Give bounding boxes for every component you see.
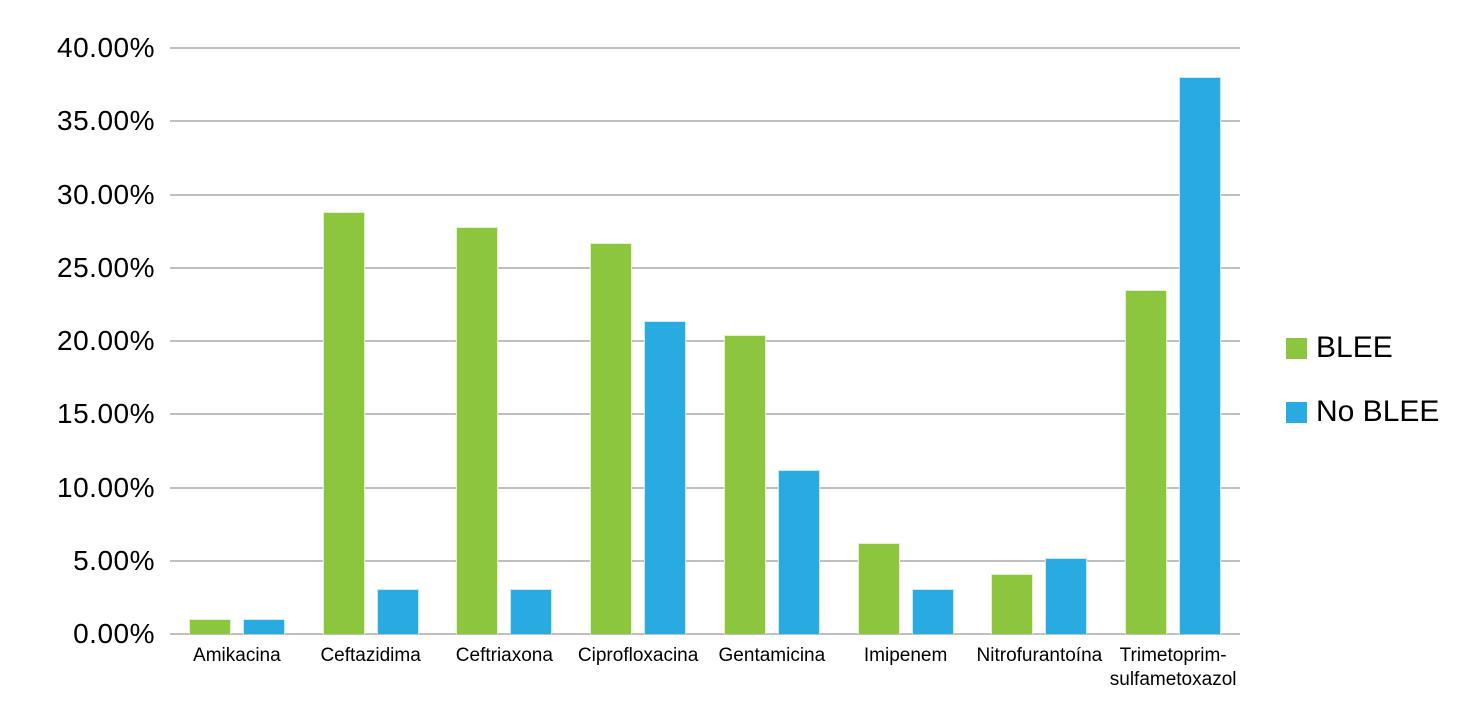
gridline [170, 486, 1240, 489]
legend-item-no-blee: No BLEE [1286, 394, 1439, 430]
gridline [170, 340, 1240, 342]
legend-swatch [1286, 337, 1307, 359]
bar-group-amikacina [170, 48, 304, 634]
legend-label: No BLEE [1316, 395, 1440, 428]
bar-blee-ceftriaxona [456, 226, 499, 634]
y-axis-tick-label: 15.00% [57, 398, 155, 430]
y-axis-tick-label: 35.00% [57, 105, 155, 137]
x-axis-category-label-imipenem: Imipenem [863, 645, 948, 666]
gridline [170, 413, 1240, 416]
plot-area [170, 47, 1240, 635]
bar-blee-ceftazidima [322, 212, 365, 634]
bar-group-ciprofloxacina [571, 48, 705, 634]
x-axis-category-label-ciprofloxacina: Ciprofloxacina [577, 645, 699, 666]
bar-group-imipenem [839, 48, 973, 634]
bar-no-blee-gentamicina [777, 469, 820, 634]
x-axis-category-label-nitrofuranto-na: Nitrofurantoína [976, 645, 1103, 666]
bar-no-blee-nitrofuranto-na [1045, 557, 1088, 634]
bar-group-trimetoprim-sulfametoxazol [1106, 48, 1240, 634]
bar-blee-ciprofloxacina [590, 242, 633, 634]
bar-blee-imipenem [857, 543, 900, 634]
x-axis-category-label-amikacina: Amikacina [193, 645, 281, 666]
gridline [170, 633, 1240, 635]
bar-blee-nitrofuranto-na [991, 573, 1034, 634]
y-axis: 0.00% 5.00% 10.00% 15.00% 20.00% 25.00% 30.00%… [0, 32, 155, 649]
bar-no-blee-ciprofloxacina [644, 320, 687, 634]
x-axis-category-label-gentamicina: Gentamicina [718, 645, 826, 666]
bar-group-nitrofuranto-na [973, 48, 1107, 634]
gridline [170, 193, 1240, 196]
y-axis-tick-label: 25.00% [57, 251, 155, 283]
bar-blee-gentamicina [723, 335, 766, 634]
bar-no-blee-trimetoprim-sulfametoxazol [1179, 77, 1222, 634]
bar-no-blee-ceftriaxona [510, 588, 553, 634]
y-axis-tick-label: 0.00% [73, 618, 155, 649]
bar-no-blee-amikacina [242, 619, 285, 634]
gridline [170, 47, 1240, 49]
bar-group-gentamicina [705, 48, 839, 634]
x-axis-category-label-ceftazidima: Ceftazidima [320, 645, 421, 666]
y-axis-tick-label: 10.00% [57, 471, 155, 503]
legend-label: BLEE [1316, 331, 1393, 364]
y-axis-tick-label: 30.00% [57, 178, 155, 210]
bar-group-ceftazidima [304, 48, 438, 634]
bar-no-blee-ceftazidima [376, 588, 419, 634]
y-axis-tick-label: 40.00% [57, 32, 155, 63]
y-axis-tick-label: 5.00% [73, 544, 155, 576]
bar-group-ceftriaxona [438, 48, 572, 634]
x-axis-category-label-ceftriaxona: Ceftriaxona [455, 645, 553, 666]
legend-swatch [1286, 401, 1307, 423]
bars-container [170, 48, 1240, 634]
gridline [170, 266, 1240, 269]
y-axis-tick-label: 20.00% [57, 325, 155, 356]
x-axis-category-label-trimetoprim-sulfametoxazol: Trimetoprim-sulfametoxazol [1109, 645, 1237, 690]
gridline [170, 559, 1240, 562]
bar-no-blee-imipenem [911, 588, 954, 634]
gridline [170, 120, 1240, 123]
legend-item-blee: BLEE [1286, 330, 1439, 366]
legend: BLEE No BLEE [1286, 330, 1439, 430]
bar-blee-trimetoprim-sulfametoxazol [1125, 289, 1168, 634]
bar-blee-amikacina [188, 619, 231, 634]
x-axis: Amikacina Ceftazidima Ceftriaxona Ciproflox… [170, 644, 1240, 692]
